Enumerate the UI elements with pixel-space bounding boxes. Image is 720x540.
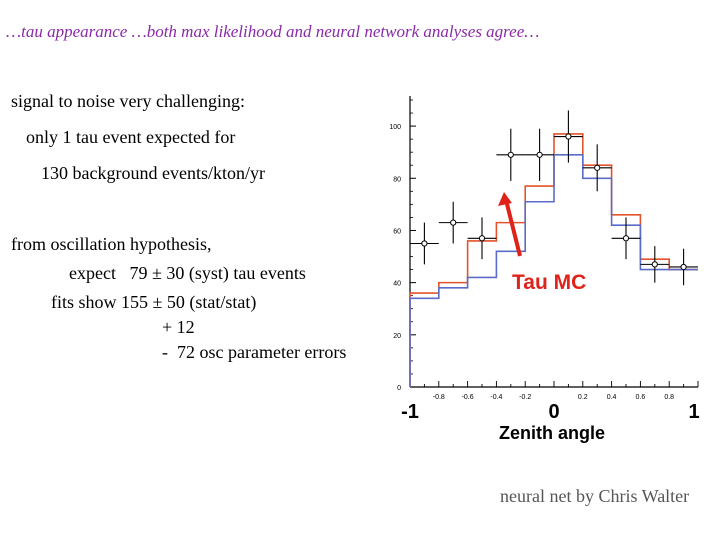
- text-line-tau-expected: only 1 tau event expected for: [26, 127, 236, 147]
- x-tick-label-small: -0.8: [433, 394, 445, 401]
- x-tick-label-small: 0.6: [636, 394, 646, 401]
- data-marker: [622, 235, 630, 242]
- data-point: [438, 201, 468, 244]
- data-point: [410, 222, 439, 265]
- data-point: [467, 217, 497, 260]
- text-line-oscillation-hypothesis: from oscillation hypothesis,: [11, 234, 212, 254]
- data-marker: [536, 151, 543, 158]
- x-tick-label-large: 0: [548, 401, 559, 423]
- x-tick-label-small: -0.4: [490, 394, 502, 401]
- data-marker: [680, 263, 687, 271]
- slide-title: …tau appearance …both max likelihood and…: [6, 22, 540, 41]
- text-line-upper-error: + 12: [162, 317, 195, 337]
- tau-mc-label: Tau MC: [512, 271, 586, 294]
- y-tick-label: 20: [393, 333, 401, 340]
- histogram-series-2: [409, 153, 698, 387]
- x-tick-label-large: -1: [401, 401, 419, 423]
- data-points-layer: [410, 110, 698, 286]
- y-tick-label: 60: [393, 228, 401, 235]
- annotation-layer: Tau MC: [498, 192, 586, 294]
- text-line-signal-to-noise: signal to noise very challenging:: [11, 91, 245, 111]
- x-tick-label-small: 0.2: [578, 394, 588, 401]
- data-marker: [565, 133, 572, 140]
- text-line-lower-error: - 72 osc parameter errors: [162, 342, 347, 362]
- series-layer: [409, 133, 698, 387]
- data-point: [496, 128, 526, 181]
- x-tick-label-small: -0.2: [519, 394, 531, 401]
- x-tick-label-large: 1: [688, 401, 699, 423]
- x-tick-label-small: -0.6: [462, 394, 474, 401]
- data-marker: [450, 219, 457, 226]
- y-tick-label: 40: [393, 281, 401, 288]
- tau-mc-arrowhead: [498, 192, 512, 206]
- text-line-fit-result: fits show 155 ± 50 (stat/stat): [51, 292, 257, 312]
- y-axis-ticks: 0 20 40 60 80 100: [389, 99, 416, 392]
- data-point: [525, 128, 554, 181]
- data-marker: [594, 164, 601, 171]
- data-point: [611, 217, 641, 260]
- data-marker: [507, 151, 514, 158]
- credit-text: neural net by Chris Walter: [500, 486, 690, 506]
- x-tick-label-small: 0.8: [664, 394, 674, 401]
- tau-mc-arrow: [504, 199, 522, 257]
- data-marker: [478, 235, 486, 242]
- data-point: [669, 248, 698, 286]
- data-marker: [651, 261, 658, 268]
- data-point: [582, 144, 612, 192]
- text-line-background-events: 130 background events/kton/yr: [41, 163, 265, 183]
- y-tick-label: 0: [397, 385, 401, 392]
- x-axis-ticks: -0.8 -0.6 -0.4 -0.2 0.2 0.4 0.6 0.8 -1 0 1: [401, 381, 700, 423]
- x-tick-label-small: 0.4: [607, 394, 617, 401]
- text-line-expected-tau-events: expect 79 ± 30 (syst) tau events: [69, 263, 306, 283]
- data-marker: [421, 240, 428, 247]
- x-axis-label: Zenith angle: [499, 423, 605, 443]
- y-tick-label: 80: [393, 176, 401, 183]
- data-point: [640, 246, 670, 283]
- y-tick-label: 100: [389, 124, 401, 131]
- data-point: [554, 110, 583, 163]
